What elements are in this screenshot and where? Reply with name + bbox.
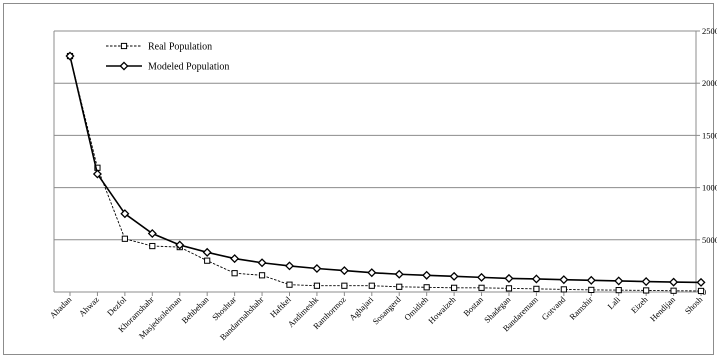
data-point bbox=[644, 288, 649, 293]
data-point bbox=[698, 288, 703, 293]
data-point bbox=[397, 284, 402, 289]
data-point bbox=[232, 271, 237, 276]
data-point bbox=[671, 288, 676, 293]
data-point bbox=[205, 258, 210, 263]
y-tick-label: 1500000 bbox=[702, 130, 717, 140]
data-point bbox=[506, 286, 511, 291]
y-tick-label: 500000 bbox=[702, 235, 717, 245]
legend-marker bbox=[121, 43, 126, 48]
y-tick-label: 2500000 bbox=[702, 26, 717, 36]
legend-label: Modeled Population bbox=[148, 62, 229, 73]
data-point bbox=[452, 285, 457, 290]
data-point bbox=[314, 283, 319, 288]
data-point bbox=[122, 236, 127, 241]
data-point bbox=[287, 282, 292, 287]
data-point bbox=[424, 285, 429, 290]
data-point bbox=[150, 243, 155, 248]
data-point bbox=[369, 283, 374, 288]
y-tick-label: 2000000 bbox=[702, 78, 717, 88]
data-point bbox=[259, 273, 264, 278]
y-tick-label: 1000000 bbox=[702, 183, 717, 193]
data-point bbox=[534, 286, 539, 291]
data-point bbox=[561, 287, 566, 292]
data-point bbox=[479, 285, 484, 290]
data-point bbox=[342, 283, 347, 288]
data-point bbox=[589, 287, 594, 292]
legend-label: Real Population bbox=[148, 42, 212, 53]
data-point bbox=[616, 288, 621, 293]
